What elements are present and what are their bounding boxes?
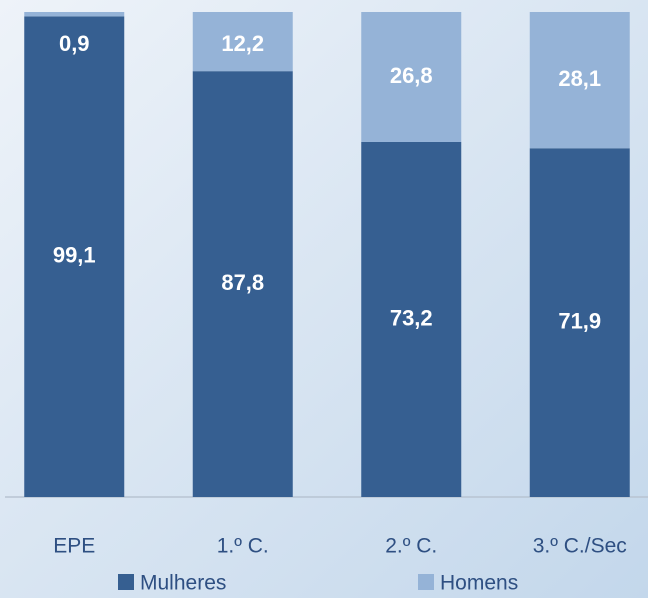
bar-segment	[24, 16, 125, 498]
bar-segment	[361, 141, 462, 498]
legend-label: Homens	[440, 572, 518, 595]
data-label: 71,9	[558, 308, 601, 333]
bar-segment	[529, 148, 630, 497]
x-tick-label: 3.º C./Sec	[533, 535, 627, 558]
data-label: 26,8	[390, 63, 433, 88]
bar-segment	[24, 12, 125, 17]
data-label: 28,1	[558, 66, 601, 91]
x-tick-label: EPE	[53, 535, 95, 558]
bar-segment	[361, 12, 462, 142]
x-tick-label: 1.º C.	[217, 535, 269, 558]
legend-label: Mulheres	[140, 572, 226, 595]
data-label: 12,2	[221, 31, 264, 56]
legend-swatch	[418, 574, 434, 590]
x-tick-label: 2.º C.	[385, 535, 437, 558]
data-label: 73,2	[390, 305, 433, 330]
bar-segment	[529, 12, 630, 149]
data-label: 87,8	[221, 270, 264, 295]
bar-segment	[192, 71, 293, 498]
legend-swatch	[118, 574, 134, 590]
bar-segment	[192, 12, 293, 72]
data-label: 0,9	[59, 31, 90, 56]
data-label: 99,1	[53, 242, 96, 267]
